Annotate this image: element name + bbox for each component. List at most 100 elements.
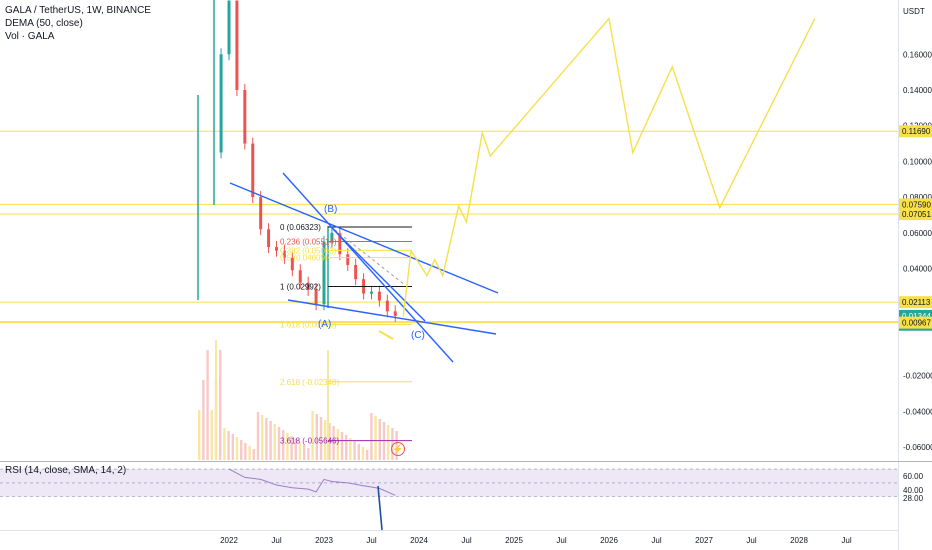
volume-bar (277, 427, 281, 460)
currency-label: USDT (903, 7, 925, 16)
candle-body (267, 229, 271, 248)
candle-body (346, 254, 350, 265)
trendline (287, 299, 497, 335)
price-axis-tick: 0.14000 (903, 86, 932, 95)
projection-path (402, 17, 816, 317)
candle-body (219, 54, 223, 153)
lightning-icon[interactable]: ⚡ (391, 442, 405, 456)
fib-level-label: 1 (0.02992) (280, 282, 321, 291)
volume-bar (315, 414, 318, 460)
wave-label: (A) (318, 319, 331, 330)
rsi-axis-tick: 40.00 (903, 486, 924, 495)
time-axis-tick: Jul (746, 536, 756, 545)
candle-body (298, 270, 302, 283)
volume-bar (240, 440, 243, 460)
rsi-trendline (377, 485, 383, 531)
candle-body (354, 264, 358, 280)
candle-body (322, 241, 326, 305)
volume-bar (261, 415, 264, 460)
fib-level-label: 0.236 (0.05514) (280, 237, 337, 246)
price-axis-tick: -0.04000 (903, 407, 932, 416)
time-axis-tick: 2024 (410, 536, 428, 545)
volume-indicator-label[interactable]: Vol · GALA (5, 31, 55, 42)
volume-bar (235, 437, 239, 460)
volume-bar (294, 439, 297, 460)
volume-bar (378, 419, 381, 460)
volume-bar (206, 350, 209, 460)
price-label-box (899, 125, 932, 138)
candle-body (251, 143, 255, 198)
volume-bar (210, 410, 213, 460)
volume-bar (286, 433, 289, 460)
fib-trend-line (329, 225, 406, 286)
candle-body (227, 0, 231, 55)
volume-bar (198, 410, 201, 460)
candle-body (330, 232, 334, 242)
time-axis-tick: Jul (271, 536, 281, 545)
time-axis-tick: 2025 (505, 536, 523, 545)
price-axis-tick: -0.06000 (903, 443, 932, 452)
fib-level-label: 0.382 (0.05013) (280, 246, 337, 255)
candle-body (306, 282, 310, 290)
volume-bar (202, 380, 205, 460)
rsi-line (228, 468, 396, 496)
candle-body (370, 291, 373, 294)
candle-body (275, 247, 278, 251)
volume-bars (198, 340, 398, 460)
volume-bar (357, 444, 360, 460)
time-axis-tick: Jul (841, 536, 851, 545)
volume-bar (353, 441, 356, 460)
volume-bar (387, 425, 390, 460)
volume-bar (290, 436, 293, 460)
candle-body (385, 300, 389, 312)
volume-bar (269, 421, 272, 460)
volume-bar (349, 438, 352, 460)
candle-body (393, 311, 397, 316)
volume-bar (319, 417, 323, 460)
volume-bar (336, 429, 339, 460)
candle-body (338, 232, 342, 255)
time-axis-tick: Jul (651, 536, 661, 545)
price-axis-tick: -0.02000 (903, 372, 932, 381)
dema-indicator-label[interactable]: DEMA (50, close) (5, 18, 83, 29)
volume-bar (324, 420, 327, 460)
price-axis-tick: 0.06000 (903, 229, 932, 238)
price-axis-tick: 0.16000 (903, 50, 932, 59)
volume-bar (303, 445, 306, 460)
price-label: 0.07590 (902, 200, 931, 209)
price-label-box (899, 316, 932, 329)
volume-bar (370, 413, 373, 460)
rsi-band (0, 469, 898, 497)
volume-bar (256, 412, 260, 460)
price-label-box (899, 296, 932, 309)
fib-level-label: 3.618 (-0.05646) (280, 437, 339, 446)
price-label: 0.00967 (902, 319, 931, 328)
time-axis-tick: 2028 (790, 536, 808, 545)
fib-level-label: 0 (0.06323) (280, 223, 321, 232)
trendline (229, 182, 499, 294)
candle-body (259, 197, 263, 230)
time-axis-tick: 2022 (220, 536, 238, 545)
candle-body (377, 291, 381, 301)
candle-body (290, 257, 294, 271)
volume-bar (252, 449, 255, 460)
volume-bar (366, 450, 369, 460)
price-label-box (899, 198, 932, 211)
volume-bar (332, 426, 335, 460)
candle-body (235, 0, 239, 90)
volume-bar (328, 423, 331, 460)
time-axis-tick: Jul (556, 536, 566, 545)
rsi-axis-tick: 60.00 (903, 472, 924, 481)
volume-bar (374, 416, 377, 460)
rsi-indicator-label[interactable]: RSI (14, close, SMA, 14, 2) (5, 465, 127, 476)
trendline (329, 225, 426, 322)
volume-bar (345, 435, 348, 460)
trendline (282, 172, 454, 363)
symbol-title[interactable]: GALA / TetherUS, 1W, BINANCE (5, 5, 151, 16)
volume-bar (265, 418, 268, 460)
volume-bar (282, 430, 285, 460)
price-label: 0.02113 (902, 298, 931, 307)
volume-bar (231, 434, 234, 460)
